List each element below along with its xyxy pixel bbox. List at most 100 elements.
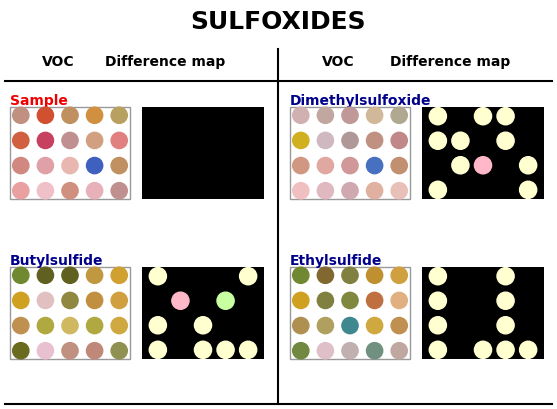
Circle shape <box>520 342 537 359</box>
Circle shape <box>62 343 78 359</box>
Circle shape <box>13 108 29 124</box>
Circle shape <box>429 317 447 334</box>
Circle shape <box>367 183 383 199</box>
Bar <box>10 267 130 359</box>
Circle shape <box>342 292 358 309</box>
Circle shape <box>429 133 447 150</box>
Circle shape <box>37 343 53 359</box>
Bar <box>290 267 410 359</box>
Circle shape <box>111 343 128 359</box>
Circle shape <box>452 157 469 174</box>
Circle shape <box>475 157 492 174</box>
Text: VOC: VOC <box>42 55 74 69</box>
Circle shape <box>86 133 102 149</box>
Circle shape <box>292 318 309 334</box>
Circle shape <box>149 342 167 359</box>
Circle shape <box>240 268 257 285</box>
Circle shape <box>317 133 334 149</box>
Circle shape <box>391 292 407 309</box>
Circle shape <box>62 108 78 124</box>
Circle shape <box>367 267 383 284</box>
Circle shape <box>86 158 102 174</box>
Circle shape <box>497 108 514 126</box>
Circle shape <box>86 343 102 359</box>
Circle shape <box>317 108 334 124</box>
Circle shape <box>342 108 358 124</box>
Circle shape <box>429 268 447 285</box>
Circle shape <box>62 267 78 284</box>
Circle shape <box>475 342 492 359</box>
Circle shape <box>342 183 358 199</box>
Circle shape <box>497 342 514 359</box>
Circle shape <box>86 292 102 309</box>
Circle shape <box>217 292 234 310</box>
Circle shape <box>37 133 53 149</box>
Circle shape <box>292 267 309 284</box>
Circle shape <box>391 158 407 174</box>
Circle shape <box>37 292 53 309</box>
Bar <box>422 267 544 359</box>
Text: Difference map: Difference map <box>390 55 510 69</box>
Text: SULFOXIDES: SULFOXIDES <box>190 10 367 34</box>
Circle shape <box>13 318 29 334</box>
Circle shape <box>111 183 128 199</box>
Circle shape <box>194 342 212 359</box>
Circle shape <box>429 292 447 310</box>
Bar <box>10 108 130 200</box>
Circle shape <box>391 343 407 359</box>
Circle shape <box>317 343 334 359</box>
Circle shape <box>367 108 383 124</box>
Circle shape <box>429 342 447 359</box>
Circle shape <box>240 342 257 359</box>
Circle shape <box>391 108 407 124</box>
Circle shape <box>391 318 407 334</box>
Circle shape <box>62 318 78 334</box>
Circle shape <box>317 158 334 174</box>
Text: Difference map: Difference map <box>105 55 225 69</box>
Circle shape <box>194 317 212 334</box>
Text: Dimethylsulfoxide: Dimethylsulfoxide <box>290 94 432 108</box>
Circle shape <box>13 158 29 174</box>
Circle shape <box>342 343 358 359</box>
Circle shape <box>86 183 102 199</box>
Circle shape <box>452 133 469 150</box>
Bar <box>142 267 264 359</box>
Circle shape <box>497 268 514 285</box>
Circle shape <box>62 292 78 309</box>
Circle shape <box>367 318 383 334</box>
Circle shape <box>13 343 29 359</box>
Text: Ethylsulfide: Ethylsulfide <box>290 254 382 267</box>
Circle shape <box>111 292 128 309</box>
Circle shape <box>497 292 514 310</box>
Circle shape <box>111 133 128 149</box>
Circle shape <box>62 158 78 174</box>
Circle shape <box>497 317 514 334</box>
Circle shape <box>367 292 383 309</box>
Circle shape <box>317 267 334 284</box>
Circle shape <box>13 267 29 284</box>
Circle shape <box>37 108 53 124</box>
Bar <box>422 108 544 200</box>
Circle shape <box>367 343 383 359</box>
Circle shape <box>13 183 29 199</box>
Circle shape <box>429 108 447 126</box>
Circle shape <box>13 133 29 149</box>
Circle shape <box>520 157 537 174</box>
Circle shape <box>317 292 334 309</box>
Circle shape <box>367 133 383 149</box>
Circle shape <box>62 133 78 149</box>
Circle shape <box>429 182 447 199</box>
Circle shape <box>37 158 53 174</box>
Circle shape <box>172 292 189 310</box>
Circle shape <box>475 108 492 126</box>
Circle shape <box>149 268 167 285</box>
Circle shape <box>342 158 358 174</box>
Circle shape <box>111 318 128 334</box>
Circle shape <box>86 267 102 284</box>
Text: VOC: VOC <box>322 55 354 69</box>
Circle shape <box>13 292 29 309</box>
Circle shape <box>342 133 358 149</box>
Circle shape <box>37 318 53 334</box>
Circle shape <box>391 183 407 199</box>
Circle shape <box>37 183 53 199</box>
